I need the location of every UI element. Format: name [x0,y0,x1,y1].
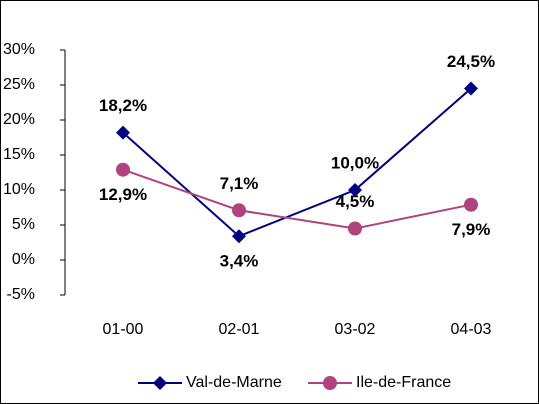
legend-label: Val-de-Marne [186,374,282,391]
y-tick-label: -5% [7,286,35,303]
marker [464,81,478,96]
legend-label: Ile-de-France [356,374,451,391]
y-tick-label: 0% [12,251,35,268]
data-label: 7,1% [220,174,259,193]
series-line [122,168,472,230]
data-label: 4,5% [336,192,375,211]
marker [464,197,478,212]
marker [232,229,246,244]
y-tick-label: 10% [3,181,35,198]
data-label: 3,4% [220,252,259,271]
series-line [122,87,472,238]
marker [116,162,130,177]
marker [323,376,337,390]
data-label: 10,0% [331,153,379,172]
marker [116,125,130,140]
marker [232,203,246,218]
marker [348,221,362,236]
data-label: 12,9% [99,185,147,204]
x-tick-label: 03-02 [335,321,376,338]
x-tick-label: 01-00 [103,321,144,338]
y-tick-label: 5% [12,216,35,233]
data-label: 18,2% [99,96,147,115]
y-tick-label: 25% [3,76,35,93]
marker [348,183,362,197]
y-tick-label: 20% [3,111,35,128]
marker [153,376,167,390]
data-label: 24,5% [447,52,495,71]
x-tick-label: 04-03 [451,321,492,338]
y-tick-label: 30% [3,41,35,58]
x-tick-label: 02-01 [219,321,260,338]
data-label: 7,9% [452,220,491,239]
y-tick-label: 15% [3,146,35,163]
